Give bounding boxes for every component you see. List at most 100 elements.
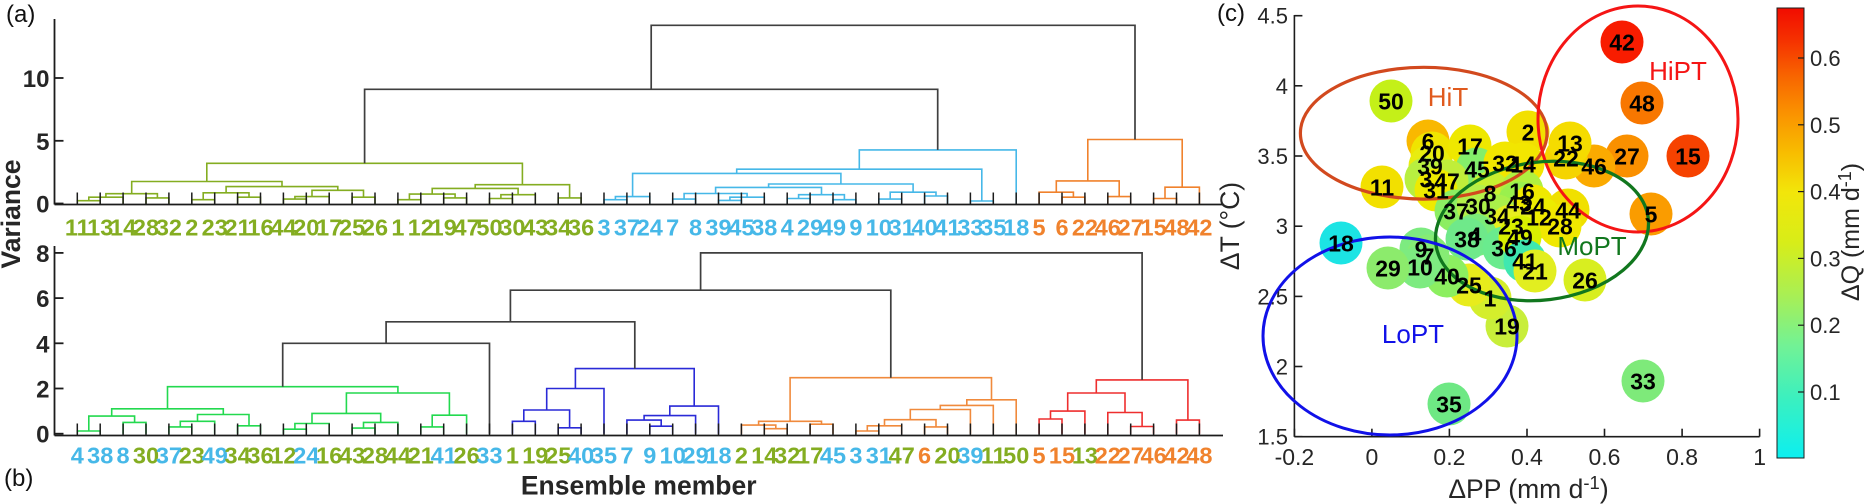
svg-text:45: 45 [820, 443, 846, 469]
svg-text:33: 33 [1630, 369, 1656, 395]
svg-text:31: 31 [866, 443, 892, 469]
svg-text:36: 36 [568, 215, 594, 241]
svg-text:25: 25 [1456, 273, 1482, 299]
svg-text:4: 4 [1276, 74, 1288, 99]
svg-text:39: 39 [1417, 154, 1443, 180]
svg-text:48: 48 [1629, 91, 1655, 117]
svg-text:44: 44 [270, 215, 296, 241]
svg-text:5: 5 [1033, 215, 1046, 241]
svg-text:26: 26 [1572, 268, 1598, 294]
svg-text:16: 16 [316, 443, 342, 469]
svg-text:35: 35 [980, 215, 1006, 241]
svg-text:8: 8 [36, 241, 49, 268]
svg-text:MoPT: MoPT [1557, 231, 1626, 261]
svg-text:5: 5 [1033, 443, 1046, 469]
svg-text:21: 21 [225, 215, 251, 241]
svg-text:11: 11 [981, 443, 1006, 469]
svg-text:8: 8 [1484, 181, 1497, 207]
svg-text:24: 24 [637, 215, 663, 241]
svg-text:42: 42 [1186, 215, 1212, 241]
svg-text:6: 6 [1055, 215, 1068, 241]
svg-text:36: 36 [247, 443, 273, 469]
svg-text:11: 11 [65, 215, 90, 241]
svg-text:4: 4 [71, 443, 84, 469]
svg-text:20: 20 [934, 443, 960, 469]
svg-text:21: 21 [1522, 259, 1548, 285]
svg-text:0: 0 [1366, 444, 1379, 470]
svg-text:19: 19 [1494, 314, 1520, 340]
svg-text:2: 2 [1522, 120, 1535, 146]
svg-text:26: 26 [454, 443, 480, 469]
svg-text:0.6: 0.6 [1589, 444, 1621, 470]
svg-text:37: 37 [1443, 199, 1469, 225]
svg-text:40: 40 [1434, 264, 1460, 290]
svg-text:43: 43 [522, 215, 548, 241]
svg-text:39: 39 [705, 215, 731, 241]
svg-text:8: 8 [117, 443, 130, 469]
svg-text:2: 2 [1276, 355, 1288, 380]
svg-text:27: 27 [1118, 215, 1144, 241]
svg-text:23: 23 [179, 443, 205, 469]
svg-text:0: 0 [36, 192, 49, 219]
svg-text:4.5: 4.5 [1257, 4, 1288, 29]
svg-text:6: 6 [918, 443, 931, 469]
svg-text:30: 30 [499, 215, 525, 241]
svg-text:41: 41 [431, 443, 457, 469]
svg-text:24: 24 [293, 443, 319, 469]
svg-text:40: 40 [912, 215, 938, 241]
svg-text:48: 48 [1186, 443, 1212, 469]
svg-text:22: 22 [1072, 215, 1098, 241]
svg-text:42: 42 [1163, 443, 1189, 469]
svg-text:3: 3 [849, 443, 862, 469]
svg-text:10: 10 [660, 443, 686, 469]
svg-text:32: 32 [156, 215, 182, 241]
svg-text:43: 43 [1506, 191, 1532, 217]
svg-text:13: 13 [1557, 131, 1583, 157]
svg-text:28: 28 [362, 443, 388, 469]
svg-text:22: 22 [1553, 146, 1579, 172]
svg-text:9: 9 [1415, 237, 1428, 263]
svg-text:25: 25 [545, 443, 571, 469]
svg-text:24: 24 [1520, 194, 1546, 220]
svg-text:17: 17 [797, 443, 823, 469]
svg-text:44: 44 [1555, 198, 1581, 224]
svg-text:38: 38 [751, 215, 777, 241]
svg-text:8: 8 [689, 215, 702, 241]
svg-text:20: 20 [1419, 141, 1445, 167]
svg-text:42: 42 [1609, 30, 1635, 56]
svg-text:10: 10 [866, 215, 892, 241]
svg-text:Variance: Variance [0, 159, 26, 268]
svg-text:9: 9 [643, 443, 656, 469]
svg-text:30: 30 [133, 443, 159, 469]
svg-text:ΔQ (mm d-1): ΔQ (mm d-1) [1835, 163, 1865, 301]
svg-text:47: 47 [1434, 169, 1460, 195]
svg-text:15: 15 [1675, 144, 1701, 170]
svg-text:41: 41 [1512, 249, 1538, 275]
svg-text:35: 35 [1436, 392, 1462, 418]
svg-text:17: 17 [1457, 134, 1483, 160]
svg-text:13: 13 [87, 215, 113, 241]
svg-text:4: 4 [781, 215, 794, 241]
svg-text:35: 35 [591, 443, 617, 469]
svg-text:49: 49 [202, 443, 228, 469]
svg-text:HiPT: HiPT [1649, 56, 1707, 86]
svg-text:0: 0 [36, 422, 49, 449]
svg-text:1.5: 1.5 [1257, 425, 1288, 450]
svg-text:0.4: 0.4 [1810, 180, 1841, 205]
svg-text:50: 50 [1378, 89, 1404, 115]
svg-text:34: 34 [1484, 204, 1510, 230]
svg-text:12: 12 [408, 215, 434, 241]
svg-text:31: 31 [1423, 178, 1449, 204]
svg-text:-0.2: -0.2 [1275, 444, 1315, 470]
svg-text:46: 46 [1095, 215, 1121, 241]
svg-text:23: 23 [1498, 214, 1524, 240]
svg-text:16: 16 [247, 215, 273, 241]
svg-text:ΔPP (mm d-1): ΔPP (mm d-1) [1448, 472, 1608, 504]
svg-text:10: 10 [23, 66, 50, 93]
svg-text:45: 45 [1464, 157, 1490, 183]
svg-text:0.3: 0.3 [1810, 246, 1841, 271]
svg-text:3: 3 [597, 215, 610, 241]
svg-text:14: 14 [110, 215, 136, 241]
svg-text:30: 30 [1465, 194, 1491, 220]
svg-text:2: 2 [735, 443, 748, 469]
